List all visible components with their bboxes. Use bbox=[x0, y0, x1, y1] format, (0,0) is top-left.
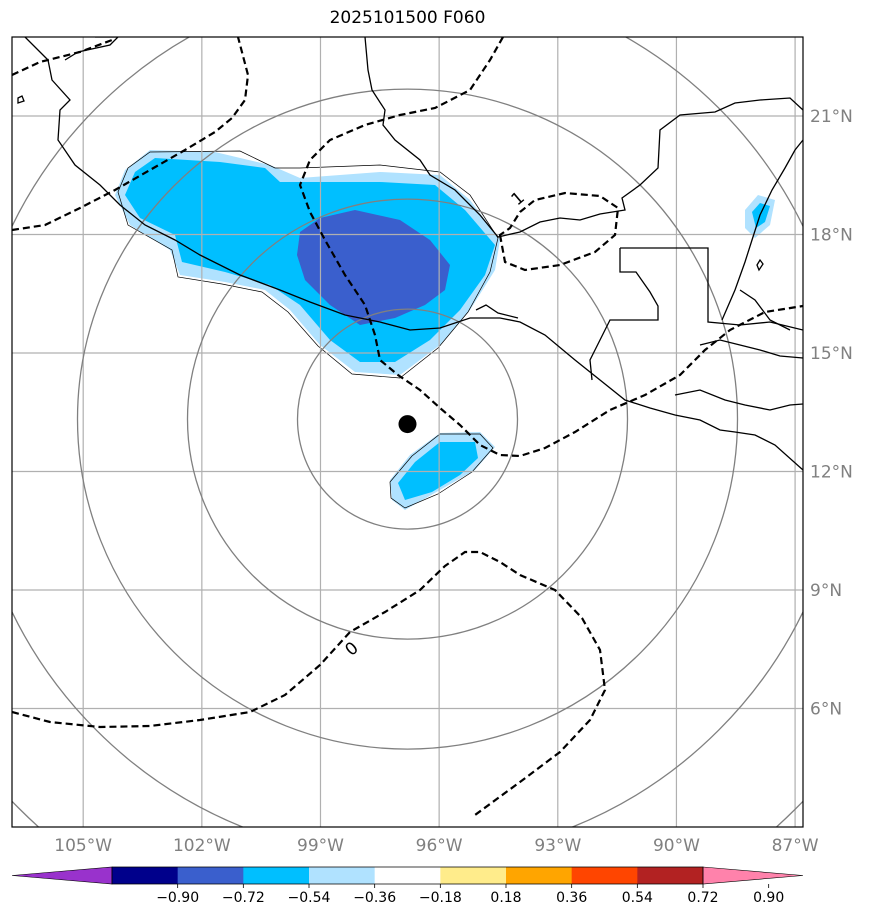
lat-tick-label-1: 9°N bbox=[810, 581, 842, 601]
range-rings bbox=[12, 37, 803, 827]
colorbar-tick-label-9: 0.90 bbox=[753, 890, 784, 906]
range-ring-3 bbox=[76, 88, 739, 750]
grid-lines bbox=[12, 37, 803, 827]
colorbar-bin-1 bbox=[177, 867, 244, 884]
colorbar-bin-7 bbox=[571, 867, 638, 884]
axis-tick-labels: 105°W 102°W 99°W 96°W 93°W 90°W 87°W 6°N 9°N 12°N… bbox=[54, 107, 853, 856]
fill-sky-blue-yucatan bbox=[752, 203, 770, 228]
lon-tick-label-0: 105°W bbox=[54, 836, 112, 856]
colorbar-tick-label-8: 0.72 bbox=[687, 890, 718, 906]
coastline-caribbean bbox=[739, 289, 791, 331]
lon-tick-label-2: 99°W bbox=[297, 836, 344, 856]
lon-tick-label-5: 90°W bbox=[653, 836, 700, 856]
colorbar-tick-label-3: −0.36 bbox=[353, 890, 396, 906]
contour-zero-central bbox=[298, 37, 803, 458]
colorbar-extend-high bbox=[702, 866, 804, 885]
anomaly-fill bbox=[115, 150, 775, 510]
range-ring-5 bbox=[12, 37, 803, 827]
range-ring-1 bbox=[296, 308, 519, 530]
lat-tick-label-0: 6°N bbox=[810, 700, 842, 720]
contour-one bbox=[498, 191, 620, 272]
thin-outline-main bbox=[117, 150, 499, 379]
coastline-pacific-mexico bbox=[24, 37, 803, 471]
colorbar-bin-8 bbox=[637, 867, 704, 884]
island-small-gulf bbox=[756, 258, 764, 272]
border-mexico-guatemala bbox=[589, 248, 659, 381]
colorbar-bin-5 bbox=[440, 867, 507, 884]
map-title: 2025101500 F060 bbox=[329, 8, 486, 28]
coastline-tehuantepec bbox=[475, 304, 519, 319]
colorbar-bin-3 bbox=[309, 867, 376, 884]
coastlines bbox=[17, 37, 803, 471]
colorbar-bin-6 bbox=[506, 867, 573, 884]
thin-outline-south bbox=[389, 433, 494, 509]
lon-tick-label-1: 102°W bbox=[173, 836, 231, 856]
colorbar-tick-label-0: −0.90 bbox=[156, 890, 199, 906]
colorbar-tick-label-2: −0.54 bbox=[288, 890, 331, 906]
range-ring-2 bbox=[186, 198, 629, 640]
colorbar-frame bbox=[111, 866, 704, 885]
lon-tick-label-6: 87°W bbox=[772, 836, 819, 856]
colorbar-bin-4 bbox=[374, 867, 441, 884]
lat-tick-label-5: 21°N bbox=[810, 107, 853, 127]
storm-center-marker bbox=[398, 415, 417, 434]
contour-label-bg-1 bbox=[345, 639, 360, 658]
lat-tick-label-2: 12°N bbox=[810, 463, 853, 483]
colorbar-extend-low bbox=[11, 866, 113, 885]
colorbar-tick-label-6: 0.36 bbox=[556, 890, 587, 906]
map-plot: 10 105°W 102°W 99°W 96°W 93°W 90°W 87°W6°N9°N1… bbox=[11, 36, 853, 856]
dashed-contours bbox=[12, 37, 803, 816]
contour-zero-north-2 bbox=[12, 38, 113, 76]
border-central-america bbox=[699, 339, 803, 359]
border-honduras-south bbox=[674, 389, 803, 411]
colorbar-bin-0 bbox=[112, 867, 179, 884]
map-frame bbox=[11, 36, 804, 828]
colorbar-tick-label-1: −0.72 bbox=[222, 890, 265, 906]
fill-mid-blue-core bbox=[297, 210, 450, 325]
colorbar-tick-label-7: 0.54 bbox=[622, 890, 653, 906]
coastline-yucatan-east bbox=[721, 139, 803, 321]
contour-zero-north bbox=[12, 37, 250, 232]
coastline-gulf-mexico bbox=[364, 37, 803, 238]
contour-label-bg-0 bbox=[511, 188, 526, 207]
lat-tick-label-4: 18°N bbox=[810, 226, 853, 246]
colorbar-bin-2 bbox=[243, 867, 310, 884]
contour-label-1: 0 bbox=[342, 638, 363, 660]
colorbar-tick-label-4: −0.18 bbox=[419, 890, 462, 906]
lat-tick-label-3: 15°N bbox=[810, 344, 853, 364]
colorbar-tick-label-5: 0.18 bbox=[490, 890, 521, 906]
contour-label-backgrounds: 10 bbox=[342, 188, 529, 661]
contour-label-0: 1 bbox=[508, 188, 529, 210]
contour-zero-south bbox=[12, 550, 607, 816]
lon-tick-label-4: 93°W bbox=[534, 836, 581, 856]
island-small-west bbox=[17, 95, 25, 104]
lon-tick-label-3: 96°W bbox=[416, 836, 463, 856]
coastline-baja-edge bbox=[64, 37, 119, 61]
